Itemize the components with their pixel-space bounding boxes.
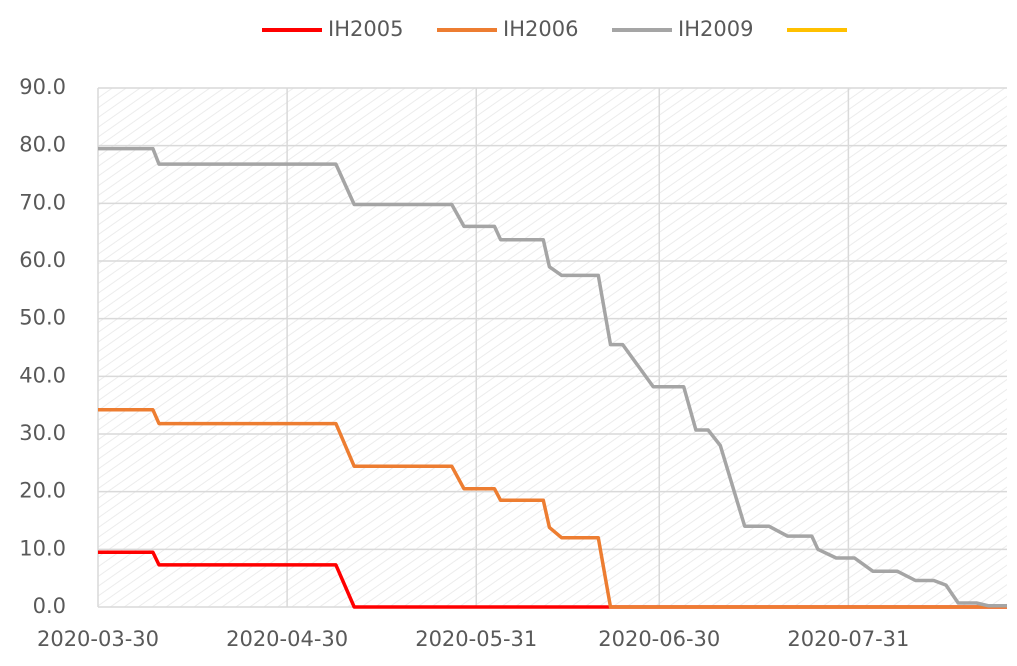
series-line xyxy=(98,146,1007,608)
plot-area xyxy=(98,88,1007,607)
y-tick-label: 90.0 xyxy=(19,75,66,99)
y-tick-label: 0.0 xyxy=(33,594,66,618)
y-tick-label: 20.0 xyxy=(19,479,66,503)
y-tick-label: 60.0 xyxy=(19,248,66,272)
legend-label: IH2006 xyxy=(503,17,578,41)
y-tick-label: 80.0 xyxy=(19,133,66,157)
x-tick-label: 2020-04-30 xyxy=(226,627,348,651)
y-tick-label: 50.0 xyxy=(19,306,66,330)
legend-label: IH2009 xyxy=(678,17,753,41)
x-tick-label: 2020-05-31 xyxy=(415,627,537,651)
y-tick-label: 70.0 xyxy=(19,190,66,214)
x-tick-label: 2020-07-31 xyxy=(787,627,909,651)
x-tick-label: 2020-06-30 xyxy=(598,627,720,651)
x-tick-label: 2020-03-30 xyxy=(37,627,159,651)
y-tick-label: 10.0 xyxy=(19,536,66,560)
y-tick-label: 40.0 xyxy=(19,363,66,387)
y-tick-label: 30.0 xyxy=(19,421,66,445)
series-line xyxy=(98,408,1007,609)
legend-label: IH2005 xyxy=(328,17,403,41)
